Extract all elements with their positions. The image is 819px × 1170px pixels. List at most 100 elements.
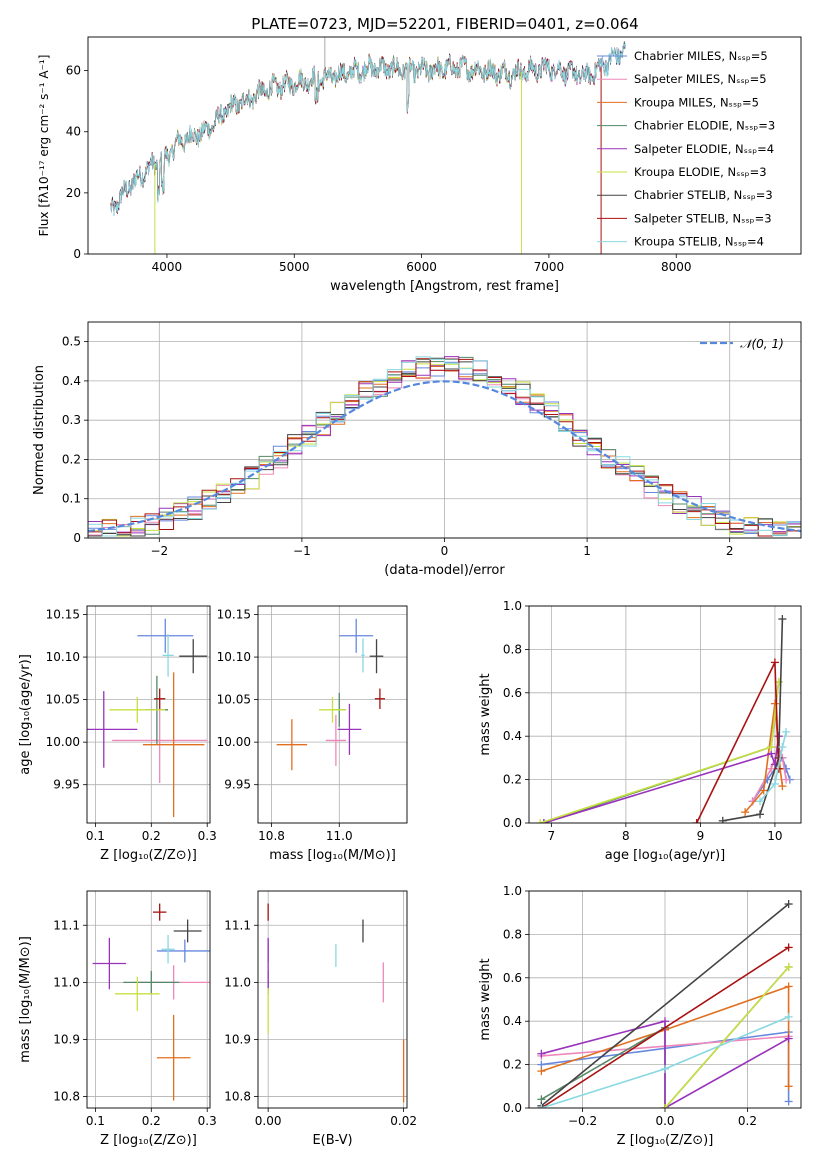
y-tick-label: 10.10 [217, 650, 251, 664]
y-tick-label: 0.2 [503, 1058, 522, 1072]
y-tick-label: 9.95 [53, 778, 80, 792]
y-tick-label: 0.3 [62, 413, 81, 427]
axes-frame [86, 605, 211, 824]
x-tick-label: 8000 [661, 260, 692, 274]
weight-marker-STELIB_Chabrier [784, 900, 793, 909]
legend-label: Chabrier STELIB, Nₛₛₚ=3 [634, 188, 773, 202]
x-tick-label: 1 [583, 544, 591, 558]
weight-marker-ELODIE_Salpeter [537, 1049, 546, 1058]
y-tick-label: 0.8 [503, 642, 522, 656]
x-axis-label: age [log₁₀(age/yr)] [605, 848, 726, 863]
y-axis-label: Flux [fλ10⁻¹⁷ erg cm⁻² s⁻¹ A⁻¹] [37, 55, 51, 237]
y-tick-label: 60 [66, 64, 81, 78]
errorbar-point-ELODIE_Kroupa [109, 697, 166, 723]
panel-mass_vs_Z: 0.1 0.2 0.3 10.8 10.9 11.0 11.1 Z [log₁₀(Z/Z⊙)]… [18, 890, 217, 1148]
errorbar-point-STELIB_Salpeter [154, 688, 166, 709]
errorbar-point-STELIB_Kroupa [161, 934, 175, 964]
x-tick-label: 10.8 [258, 829, 285, 843]
x-tick-label: 0.02 [390, 1114, 417, 1128]
x-tick-label: 0.0 [655, 1114, 674, 1128]
figure-title: PLATE=0723, MJD=52201, FIBERID=0401, z=0… [251, 15, 638, 33]
plot-area [276, 618, 385, 771]
errorbar-point-MILES_Kroupa [142, 672, 205, 818]
x-tick-label: 11.0 [326, 829, 353, 843]
weight-line-ELODIE_Kroupa [664, 966, 790, 1108]
errorbar-point-STELIB_Chabrier [173, 919, 202, 943]
panel-mass_vs_EBV: 0.00 0.02 10.8 10.9 11.0 11.1 E(B-V) [224, 890, 417, 1148]
y-tick-label: 0.4 [62, 374, 81, 388]
weight-line-STELIB_Chabrier [540, 903, 790, 1107]
axes-frame [86, 890, 211, 1109]
y-tick-label: 0.0 [503, 1101, 522, 1115]
legend-label: Chabrier ELODIE, Nₛₛₚ=3 [634, 119, 775, 133]
y-tick-label: 11.0 [53, 975, 80, 989]
errorbar-point-ELODIE_Chabrier [123, 970, 180, 994]
x-tick-label: 10 [767, 829, 782, 843]
x-axis-label: Z [log₁₀(Z/Z⊙)] [100, 1133, 197, 1148]
panel-weight_vs_age: 7 8 9 10 0.0 0.2 0.4 0.6 0.8 1.0 age [log₁₀(age/yr… [478, 599, 802, 863]
errorbar-point-MILES_Chabrier [156, 939, 210, 963]
weight-marker-MILES_Kroupa [537, 1067, 546, 1076]
x-tick-label: 2 [726, 544, 734, 558]
y-axis-label: Normed distribution [32, 365, 47, 495]
weight-marker-STELIB_Kroupa [782, 727, 791, 736]
normal-curve [88, 380, 801, 533]
axes-frame [87, 36, 802, 255]
weight-marker-MILES_Kroupa [784, 1082, 793, 1091]
y-tick-label: 0 [73, 247, 81, 261]
x-tick-label: 9 [697, 829, 705, 843]
y-tick-label: 1.0 [503, 884, 522, 898]
spectrum-line-STELIB_Salpeter [110, 54, 602, 214]
panel-spectrum: 4000 5000 6000 7000 8000 0 20 40 60 wavelength [A… [37, 36, 802, 294]
axes-frame [87, 321, 802, 539]
x-axis-label: mass [log₁₀(M/M⊙)] [269, 848, 396, 863]
legend-label: 𝒩(0, 1) [740, 337, 784, 351]
axes-frame [528, 890, 802, 1109]
y-tick-label: 10.00 [46, 735, 80, 749]
weight-marker-STELIB_Kroupa [756, 797, 765, 806]
weight-marker-MILES_Kroupa [759, 786, 768, 795]
errorbar-point-ELODIE_Kroupa [114, 976, 160, 1011]
y-tick-label: 10.15 [46, 608, 80, 622]
x-tick-label: 0.3 [198, 829, 217, 843]
panel-residuals: −2 −1 0 1 2 0 0.1 0.2 0.3 0.4 0.5 (data-model)/erro… [32, 321, 802, 578]
x-axis-label: wavelength [Angstrom, rest frame] [330, 279, 559, 294]
y-tick-label: 9.95 [224, 778, 251, 792]
y-tick-label: 0.8 [503, 927, 522, 941]
x-tick-label: 0.3 [198, 1114, 217, 1128]
weight-marker-ELODIE_Salpeter [539, 819, 548, 823]
x-axis-label: (data-model)/error [384, 563, 505, 578]
weight-line-ELODIE_Salpeter [541, 1020, 789, 1108]
x-tick-label: 4000 [152, 260, 183, 274]
weight-line-STELIB_Salpeter [695, 662, 780, 823]
plot-area [536, 615, 794, 823]
y-tick-label: 1.0 [503, 599, 522, 613]
spectrum-line-STELIB_Kroupa [110, 42, 626, 216]
weight-marker-ELODIE_Salpeter [784, 1034, 793, 1043]
x-tick-label: 0.2 [142, 1114, 161, 1128]
legend-label: Kroupa ELODIE, Nₛₛₚ=3 [634, 165, 767, 179]
weight-marker-MILES_Salpeter [782, 775, 791, 784]
errorbar-point-MILES_Salpeter [325, 714, 347, 766]
x-tick-label: 7 [548, 829, 556, 843]
y-tick-label: 11.0 [224, 975, 251, 989]
legend-label: Chabrier MILES, Nₛₛₚ=5 [634, 49, 768, 63]
y-tick-label: 40 [66, 125, 81, 139]
weight-marker-STELIB_Chabrier [778, 615, 787, 624]
legend-label: Kroupa MILES, Nₛₛₚ=5 [634, 95, 759, 109]
plot-area [110, 37, 626, 254]
y-tick-label: 10.8 [53, 1090, 80, 1104]
y-tick-label: 11.1 [53, 918, 80, 932]
weight-marker-MILES_Salpeter [767, 764, 776, 773]
legend-label: Salpeter MILES, Nₛₛₚ=5 [634, 72, 767, 86]
errorbar-point-MILES_Salpeter [112, 697, 208, 784]
x-tick-label: 0.2 [142, 829, 161, 843]
errorbar-point-MILES_Kroupa [156, 1014, 191, 1101]
y-tick-label: 20 [66, 186, 81, 200]
errorbar-point-STELIB_Salpeter [152, 903, 167, 921]
y-tick-label: 0.1 [62, 492, 81, 506]
errorbar-point-ELODIE_Salpeter [92, 937, 127, 990]
panel-age_vs_Z: 0.1 0.2 0.3 9.95 10.00 10.05 10.10 10.15 Z [log₁… [18, 605, 217, 863]
weight-marker-STELIB_Salpeter [784, 943, 793, 952]
y-tick-label: 0.0 [503, 816, 522, 830]
